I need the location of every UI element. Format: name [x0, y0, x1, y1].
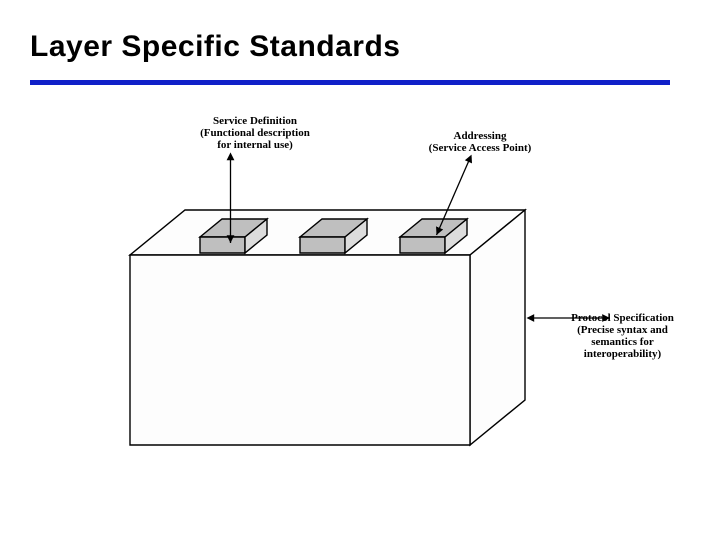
slide: Layer Specific Standards Service Definit…: [0, 0, 720, 540]
title-underline: [30, 80, 670, 85]
slide-title: Layer Specific Standards: [30, 30, 400, 64]
box-group: [130, 210, 525, 445]
layer-box-diagram: [100, 105, 620, 505]
